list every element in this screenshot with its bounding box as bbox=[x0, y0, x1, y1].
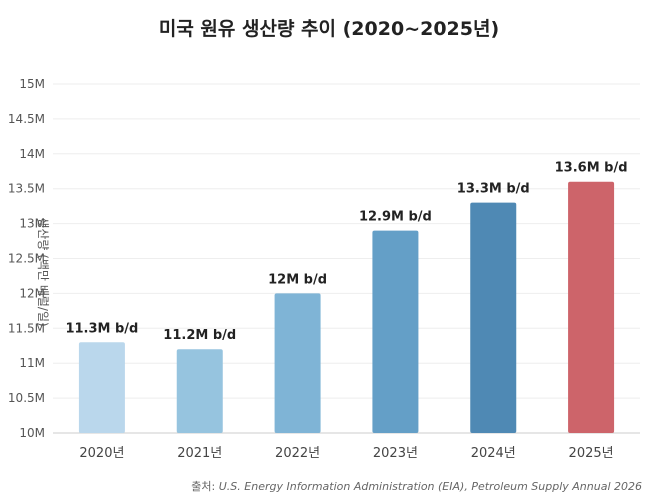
y-axis-label: 생산량 (백만 배럴/일) bbox=[36, 217, 50, 326]
data-label: 13.3M b/d bbox=[457, 182, 530, 197]
bar bbox=[78, 342, 125, 433]
data-label: 11.2M b/d bbox=[163, 328, 236, 343]
x-tick-label: 2020년 bbox=[79, 446, 124, 461]
data-label: 13.6M b/d bbox=[555, 161, 628, 176]
bar bbox=[274, 293, 321, 433]
y-tick-label: 11M bbox=[19, 356, 45, 370]
y-tick-label: 14M bbox=[19, 147, 45, 161]
bar bbox=[470, 202, 517, 433]
x-tick-label: 2024년 bbox=[471, 446, 516, 461]
y-tick-label: 12M bbox=[19, 286, 45, 300]
x-axis-ticks: 2020년 2021년 2022년 2023년 2024년 2025년 bbox=[79, 446, 613, 461]
y-tick-label: 13.5M bbox=[8, 182, 45, 196]
y-tick-label: 15M bbox=[19, 77, 45, 91]
source-note: 출처: U.S. Energy Information Administrati… bbox=[191, 478, 642, 494]
y-tick-label: 10.5M bbox=[8, 391, 45, 405]
data-label: 12.9M b/d bbox=[359, 210, 432, 225]
source-text: U.S. Energy Information Administration (… bbox=[218, 480, 642, 493]
bar bbox=[568, 181, 615, 433]
x-tick-label: 2021년 bbox=[177, 446, 222, 461]
y-axis-ticks: 10M 10.5M 11M 11.5M 12M 12.5M 13M 13.5M 14M 14.5M… bbox=[8, 77, 45, 440]
y-tick-label: 14.5M bbox=[8, 112, 45, 126]
data-label: 11.3M b/d bbox=[65, 321, 138, 336]
bar bbox=[372, 230, 419, 433]
bar bbox=[176, 349, 223, 433]
y-tick-label: 11.5M bbox=[8, 321, 45, 335]
y-tick-label: 13M bbox=[19, 217, 45, 231]
source-label: 출처: bbox=[191, 480, 216, 493]
data-labels: 11.3M b/d 11.2M b/d 12M b/d 12.9M b/d 13.3M … bbox=[65, 161, 627, 344]
bars bbox=[78, 181, 615, 433]
x-tick-label: 2025년 bbox=[569, 446, 614, 461]
y-tick-label: 12.5M bbox=[8, 252, 45, 266]
chart-title: 미국 원유 생산량 추이 (2020~2025년) bbox=[158, 18, 500, 40]
x-tick-label: 2023년 bbox=[373, 446, 418, 461]
y-tick-label: 10M bbox=[19, 426, 45, 440]
x-tick-label: 2022년 bbox=[275, 446, 320, 461]
gridlines bbox=[53, 83, 640, 434]
data-label: 12M b/d bbox=[268, 272, 327, 287]
